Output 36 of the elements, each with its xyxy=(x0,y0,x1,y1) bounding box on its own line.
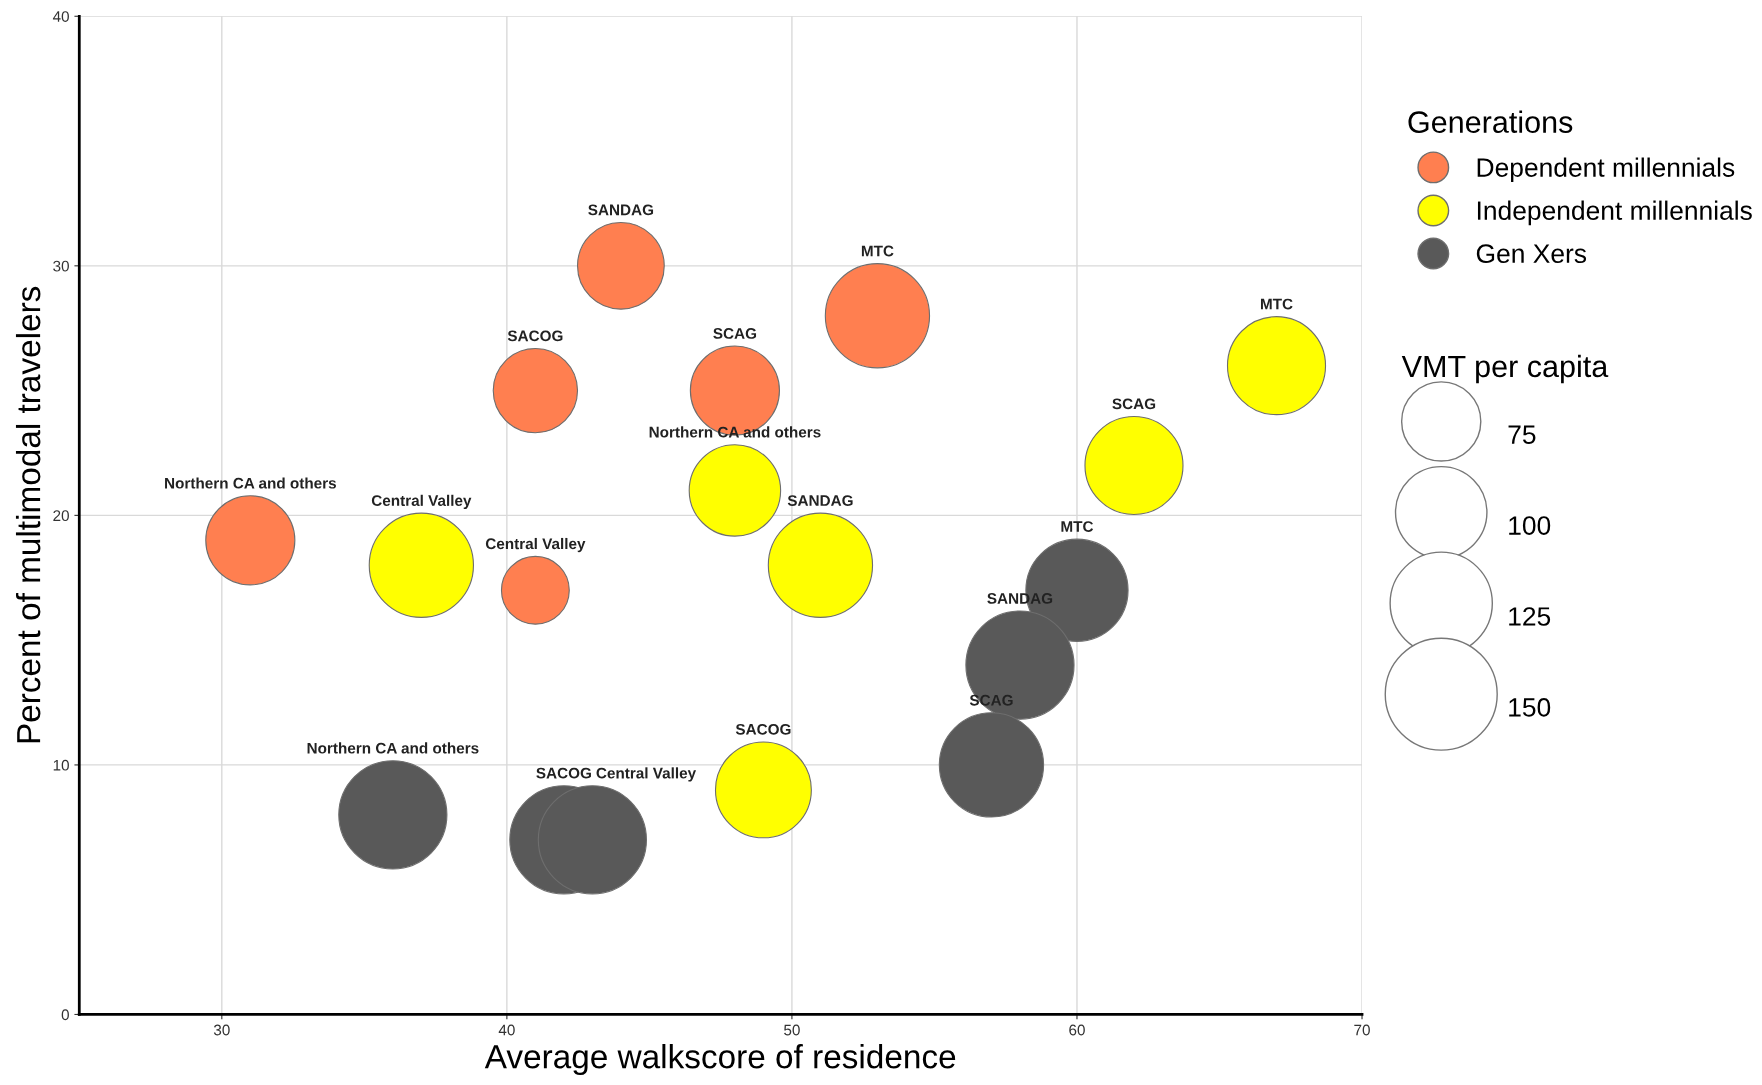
x-tick-label: 60 xyxy=(1069,1024,1085,1036)
legend-label: 125 xyxy=(1509,607,1551,626)
legend-label: 100 xyxy=(1509,516,1551,535)
x-tick-label: 30 xyxy=(213,1024,230,1036)
text: VMT per capita xyxy=(1401,354,1609,384)
data-label: SANDAG xyxy=(588,204,654,216)
legend-label: 75 xyxy=(1508,425,1536,444)
data-label: Central Valley xyxy=(371,494,472,510)
x-tick-label: 70 xyxy=(1354,1024,1370,1036)
y-tick-label: 20 xyxy=(53,510,69,522)
legend-title: Generations xyxy=(1408,110,1573,133)
data-label: Central Valley xyxy=(485,537,586,553)
y-axis-title: Percent of multimodal travelers xyxy=(15,286,41,743)
x-tick-label: 50 xyxy=(784,1024,800,1036)
data-label: SCAG xyxy=(713,328,757,339)
legend-label: 150 xyxy=(1509,698,1551,717)
data-label: SANDAG xyxy=(787,495,853,506)
y-tick-label: 40 xyxy=(52,11,69,22)
data-label: SACOG xyxy=(507,330,563,342)
data-label: SCAG xyxy=(1112,398,1156,410)
legend-label: Dependent millennials xyxy=(1477,157,1735,183)
data-label: MTC xyxy=(1061,521,1094,532)
y-tick-label: 0 xyxy=(61,1009,69,1021)
y-tick-label: 10 xyxy=(53,759,69,771)
data-label: SACOG xyxy=(735,723,791,735)
legend-label: Independent millennials xyxy=(1477,200,1752,226)
data-label: Northern CA and others xyxy=(307,742,479,754)
x-axis-title: Average walkscore of residence xyxy=(484,1043,956,1076)
data-label: Central Valley xyxy=(596,767,697,782)
data-label: SACOG xyxy=(536,767,591,779)
data-label: MTC xyxy=(1260,298,1293,310)
legend-label: Gen Xers xyxy=(1476,244,1587,264)
x-tick-label: 40 xyxy=(498,1024,515,1036)
data-label: Northern CA and others xyxy=(165,477,336,489)
data-label: MTC xyxy=(861,245,894,257)
y-tick-label: 30 xyxy=(53,260,69,272)
